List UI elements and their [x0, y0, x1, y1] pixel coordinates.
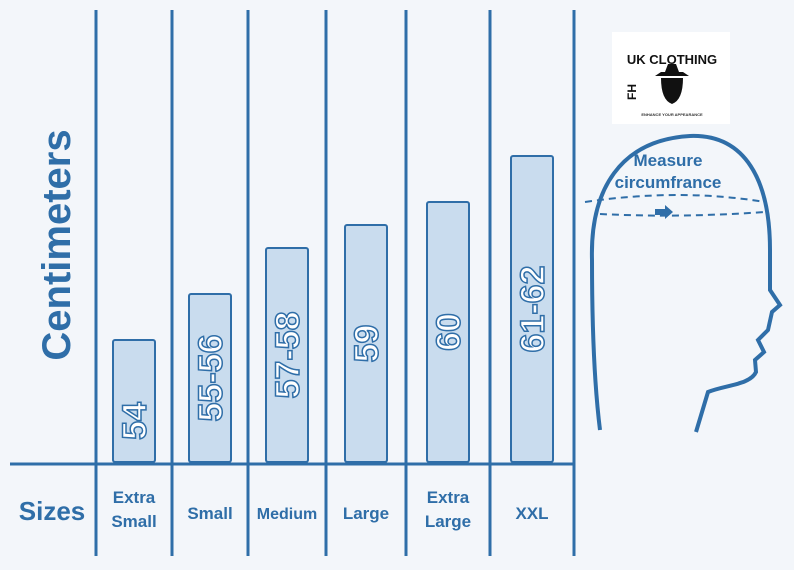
category-label: XXL — [515, 504, 548, 523]
arrow-icon — [655, 205, 673, 219]
y-axis-label: Centimeters — [35, 129, 79, 360]
svg-text:FH: FH — [625, 84, 639, 100]
bar-value-label: 61-62 — [514, 266, 552, 353]
hat-man-icon — [655, 64, 689, 104]
head-caption-line2: circumfrance — [615, 173, 722, 192]
bar-value-label: 54 — [116, 402, 154, 440]
logo: UK CLOTHING FH ENHANCE YOUR APPEARANCE — [612, 32, 730, 124]
bar — [112, 339, 156, 463]
category-label: Medium — [257, 506, 317, 523]
category-label: Large — [343, 504, 389, 523]
category-label: Small — [187, 504, 232, 523]
bar-value-label: 60 — [430, 313, 468, 351]
bar-value-label: 55-56 — [192, 335, 230, 422]
category-label: Extra — [113, 488, 156, 507]
bar-value-label: 57-58 — [269, 312, 307, 399]
svg-text:UK CLOTHING: UK CLOTHING — [627, 52, 717, 67]
head-caption-line1: Measure — [634, 151, 703, 170]
bar — [265, 247, 309, 463]
bar — [510, 155, 554, 463]
category-label: Small — [111, 512, 156, 531]
bar — [344, 224, 388, 463]
bar — [426, 201, 470, 463]
head-illustration: Measure circumfrance — [584, 133, 783, 433]
logo-tagline: ENHANCE YOUR APPEARANCE — [641, 112, 703, 117]
category-label: Extra — [427, 488, 470, 507]
bar-value-label: 59 — [348, 325, 386, 363]
bar — [188, 293, 232, 463]
x-axis-label: Sizes — [19, 496, 86, 526]
category-label: Large — [425, 512, 471, 531]
